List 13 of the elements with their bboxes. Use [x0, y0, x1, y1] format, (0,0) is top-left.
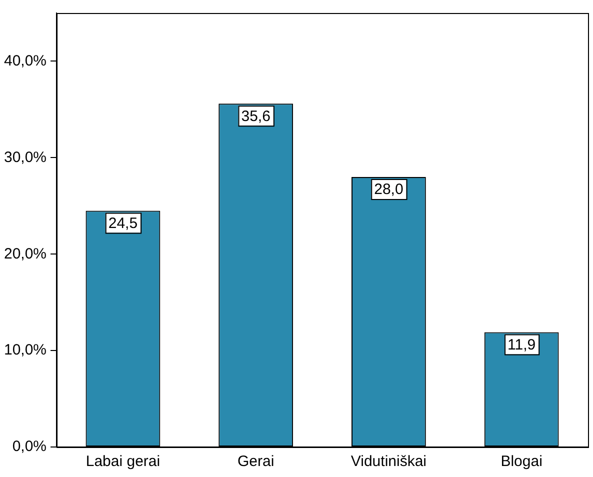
data-label: 24,5	[108, 214, 138, 232]
data-label: 28,0	[374, 181, 404, 198]
y-tick-label: 40,0%	[4, 52, 47, 70]
data-label: 35,6	[241, 108, 270, 125]
x-tick-label: Gerai	[237, 453, 274, 470]
data-label: 11,9	[508, 336, 536, 354]
y-tick-label: 20,0%	[4, 245, 47, 262]
x-tick-label: Labai gerai	[86, 453, 160, 470]
y-tick-label: 10,0%	[4, 342, 47, 359]
x-tick-label: Vidutiniškai	[350, 453, 427, 470]
y-tick-label: 0,0%	[12, 438, 47, 456]
x-tick-label: Blogai	[500, 453, 542, 470]
y-tick-label: 30,0%	[4, 148, 47, 166]
